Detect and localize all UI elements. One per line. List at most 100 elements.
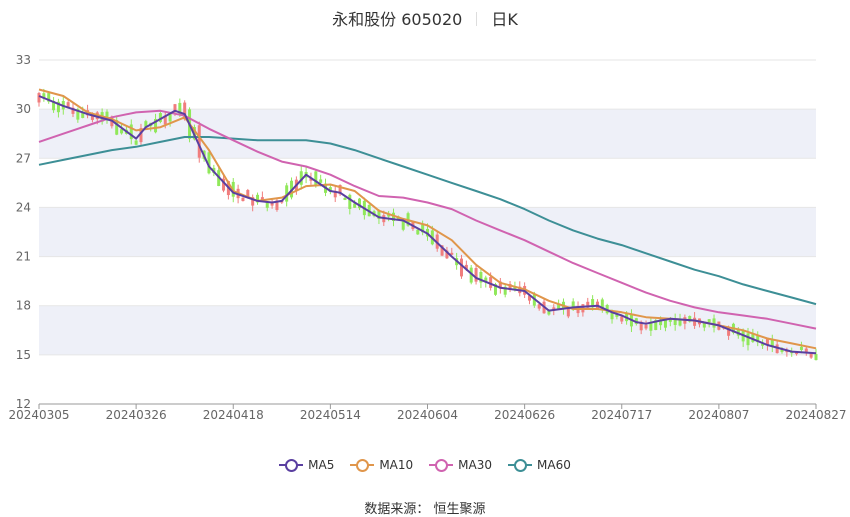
- candle-body: [139, 128, 143, 143]
- candle-body: [775, 344, 779, 354]
- candle-body: [299, 171, 303, 185]
- candle-body: [47, 93, 51, 102]
- legend-marker-icon: [279, 458, 304, 472]
- candle-body: [52, 100, 56, 111]
- legend-item-ma10[interactable]: MA10: [350, 458, 413, 472]
- candle-body: [163, 115, 167, 125]
- candle-body: [654, 320, 658, 331]
- candle-body: [751, 333, 755, 342]
- candle-body: [474, 268, 478, 282]
- candle-body: [90, 114, 94, 120]
- candle-body: [66, 102, 70, 108]
- candle-body: [688, 316, 692, 322]
- candle-body: [493, 284, 497, 295]
- candle-body: [115, 120, 119, 135]
- candle-body: [804, 348, 808, 354]
- candle-body: [600, 299, 604, 309]
- candle-body: [168, 113, 172, 122]
- candle-body: [809, 353, 813, 358]
- candle-body: [537, 304, 541, 309]
- candle-body: [770, 339, 774, 347]
- candle-body: [644, 324, 648, 329]
- candle-body: [591, 299, 595, 308]
- candle-body: [81, 111, 85, 118]
- legend: MA5 MA10 MA30 MA60: [0, 458, 850, 472]
- candle-body: [610, 312, 614, 320]
- candle-body: [727, 326, 731, 336]
- candle-body: [158, 113, 162, 122]
- candle-body: [799, 346, 803, 350]
- candle-body: [707, 319, 711, 323]
- stock-name: 永和股份 605020: [332, 10, 463, 29]
- candle-body: [343, 197, 347, 200]
- legend-item-ma5[interactable]: MA5: [279, 458, 334, 472]
- candle-body: [746, 333, 750, 346]
- candle-body: [814, 354, 818, 361]
- candle-body: [129, 124, 133, 140]
- legend-item-ma30[interactable]: MA30: [429, 458, 492, 472]
- legend-label: MA5: [308, 458, 335, 472]
- candle-body: [649, 322, 653, 331]
- y-tick-label: 30: [16, 102, 31, 116]
- candle-body: [37, 93, 41, 103]
- y-tick-label: 27: [16, 151, 31, 165]
- x-tick-label: 20240305: [8, 408, 69, 422]
- candle-body: [401, 218, 405, 230]
- candle-body: [702, 322, 706, 328]
- candle-body: [134, 140, 138, 145]
- candle-body: [489, 277, 493, 288]
- candle-body: [639, 321, 643, 331]
- candle-body: [338, 184, 342, 195]
- candle-body: [450, 252, 454, 255]
- candle-body: [270, 203, 274, 206]
- candle-body: [387, 213, 391, 217]
- candle-body: [222, 178, 226, 191]
- candle-body: [484, 277, 488, 283]
- candle-body: [663, 319, 667, 328]
- candle-body: [586, 301, 590, 308]
- candle-body: [673, 318, 677, 325]
- candle-body: [659, 319, 663, 326]
- candle-body: [76, 109, 80, 120]
- grid-band: [39, 305, 816, 355]
- candle-body: [547, 309, 551, 315]
- legend-marker-icon: [350, 458, 375, 472]
- y-tick-label: 12: [16, 397, 31, 411]
- candle-body: [353, 203, 357, 208]
- candle-body: [377, 210, 381, 219]
- legend-marker-icon: [429, 458, 454, 472]
- data-source: 数据来源： 恒生聚源: [364, 502, 486, 517]
- x-tick-label: 20240827: [785, 408, 846, 422]
- legend-item-ma60[interactable]: MA60: [508, 458, 571, 472]
- candle-body: [309, 177, 313, 181]
- candle-body: [285, 185, 289, 202]
- candle-body: [265, 202, 269, 208]
- candle-body: [105, 111, 109, 120]
- x-tick-label: 20240326: [106, 408, 167, 422]
- candle-body: [260, 197, 264, 201]
- candle-body: [464, 264, 468, 270]
- candle-body: [513, 286, 517, 290]
- candle-body: [765, 337, 769, 346]
- candle-body: [508, 284, 512, 290]
- candle-body: [440, 245, 444, 256]
- candle-body: [756, 335, 760, 343]
- x-tick-label: 20240418: [203, 408, 264, 422]
- candle-body: [120, 129, 124, 134]
- series-line-ma30: [38, 109, 817, 330]
- candle-body: [56, 101, 60, 113]
- candle-body: [314, 171, 318, 187]
- candle-body: [479, 272, 483, 283]
- x-tick-label: 20240807: [688, 408, 749, 422]
- candle-body: [154, 118, 158, 133]
- candle-body: [566, 307, 570, 317]
- candle-body: [469, 267, 473, 283]
- candle-body: [416, 229, 420, 235]
- candle-body: [527, 295, 531, 301]
- candle-body: [42, 93, 46, 99]
- candle-body: [693, 317, 697, 326]
- candle-body: [392, 212, 396, 221]
- candle-body: [557, 303, 561, 310]
- candle-body: [421, 224, 425, 233]
- candle-body: [173, 104, 177, 111]
